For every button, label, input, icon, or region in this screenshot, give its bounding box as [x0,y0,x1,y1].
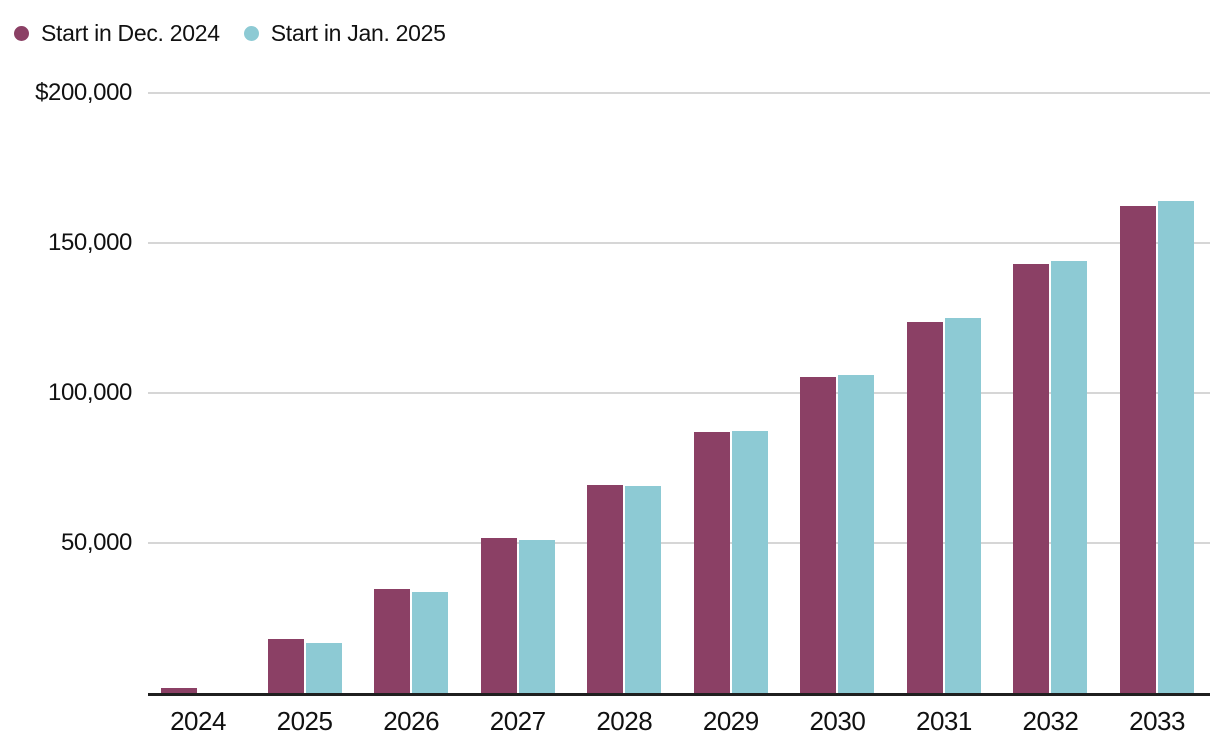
bar-jan2025-2026 [412,591,449,693]
x-axis-label-2026: 2026 [383,706,440,736]
bar-dec2024-2024 [161,687,197,693]
legend-label-dec-2024: Start in Dec. 2024 [41,20,220,46]
y-axis-label: 150,000 [48,229,132,256]
bar-jan2025-2033 [1158,201,1195,693]
bar-dec2024-2033 [1120,206,1157,693]
gridline-200000 [148,92,1210,94]
bar-jan2025-2028 [625,486,662,693]
gridline-100000 [148,392,1210,394]
bar-dec2024-2029 [693,432,730,693]
bar-jan2025-2031 [944,318,981,693]
x-axis-label-2025: 2025 [276,706,333,736]
bar-dec2024-2032 [1013,264,1050,693]
legend-label-jan-2025: Start in Jan. 2025 [270,20,446,46]
y-axis-label: 50,000 [60,529,132,556]
y-axis-label: $200,000 [35,79,132,106]
legend-dot-dec-2024 [14,26,29,41]
bar-dec2024-2028 [587,485,624,693]
x-axis-label-2032: 2032 [1022,706,1079,736]
x-axis-label-2024: 2024 [170,706,226,736]
bar-dec2024-2031 [906,321,943,693]
x-axis-baseline [148,693,1210,696]
bar-dec2024-2026 [374,588,411,693]
bar-jan2025-2030 [838,375,875,693]
legend-item-dec-2024: Start in Dec. 2024 [14,20,220,47]
x-axis-label-2031: 2031 [915,706,972,736]
bar-jan2025-2027 [518,540,555,693]
bar-dec2024-2025 [267,639,304,693]
bar-jan2025-2025 [305,642,342,693]
x-axis-label-2027: 2027 [489,706,546,736]
x-axis-label-2028: 2028 [596,706,653,736]
bar-jan2025-2032 [1051,261,1088,693]
y-axis-label: 100,000 [48,379,132,406]
gridline-50000 [148,542,1210,544]
bar-dec2024-2027 [480,537,517,693]
x-axis-label-2029: 2029 [702,706,759,736]
chart-legend: Start in Dec. 2024 Start in Jan. 2025 [14,20,446,47]
x-axis-label-2033: 2033 [1129,706,1185,736]
bar-dec2024-2030 [800,377,837,693]
gridline-150000 [148,242,1210,244]
legend-dot-jan-2025 [243,26,259,41]
legend-item-jan-2025: Start in Jan. 2025 [243,20,446,47]
x-axis-label-2030: 2030 [809,706,866,736]
bar-jan2025-2029 [731,431,768,693]
